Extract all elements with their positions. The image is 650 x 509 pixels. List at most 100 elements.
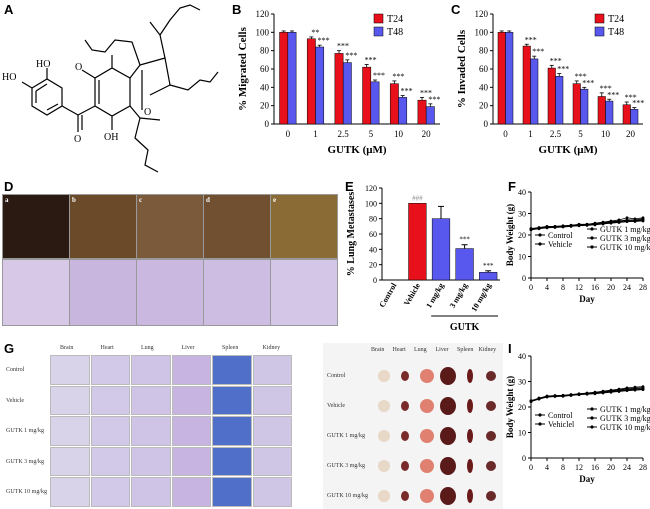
g-histology-cell-4-5 xyxy=(252,477,292,507)
chart-b-bar-t24-2 xyxy=(334,53,344,125)
g-histology-cell-2-5 xyxy=(252,416,292,446)
g-histology-cell-1-1 xyxy=(90,385,130,415)
chart-c-sig-t24-1: *** xyxy=(525,35,537,44)
chart-f-x-tick-label-0: 0 xyxy=(529,283,533,292)
chart-i-y-axis-title: Body Weight (g) xyxy=(505,376,515,438)
chart-b-bar-t48-0 xyxy=(287,32,297,125)
chart-b-bar-t24-5 xyxy=(417,99,427,125)
chart-c-bar-t48-2 xyxy=(555,76,564,125)
g-histology-cell-1-2 xyxy=(131,385,171,415)
lung-gross-e: e xyxy=(270,194,338,259)
chart-b-bar-t48-1 xyxy=(315,46,325,125)
h-organ-0-2 xyxy=(419,369,434,383)
g-column-label-5: Kidney xyxy=(262,345,281,351)
chart-e-sig-4: *** xyxy=(483,262,494,270)
chart-b-y-axis-title: % Migrated Cells xyxy=(237,26,249,110)
g-histology-cell-4-3 xyxy=(171,477,211,507)
chart-f-point-4-2 xyxy=(545,226,549,230)
chart-f-legend-marker-0 xyxy=(538,233,542,237)
chart-i-x-tick-label-0: 0 xyxy=(529,463,533,472)
chart-f-legend-label-2: GUTK 1 mg/kg xyxy=(600,225,650,234)
panel-letter-b: B xyxy=(232,2,242,17)
chart-b-sig-t48-2: *** xyxy=(345,51,357,60)
lung-histology-a xyxy=(2,259,70,326)
chart-i-point-4-6 xyxy=(577,393,581,397)
chart-f-y-tick-label-2: 20 xyxy=(518,231,526,240)
chart-i-x-tick-label-3: 12 xyxy=(575,463,583,472)
chart-f-point-4-6 xyxy=(577,224,581,228)
g-histology-cell-4-4 xyxy=(212,477,252,507)
chart-i-x-tick-label-1: 4 xyxy=(545,463,549,472)
chart-b-bar-t24-3 xyxy=(362,66,372,125)
chart-f-point-4-11 xyxy=(617,221,621,224)
g-histology-cell-1-4 xyxy=(212,385,252,415)
chart-b-sig-t48-4: *** xyxy=(401,87,413,96)
h-column-label-5: Kidney xyxy=(478,347,497,353)
h-organ-3-4 xyxy=(466,459,473,473)
chart-c-x-tick-label-0: 0 xyxy=(503,129,508,139)
chart-b-y-tick-label-2: 40 xyxy=(260,82,270,92)
chart-c-bar-t24-2 xyxy=(547,67,556,125)
chart-f-y-tick-label-4: 40 xyxy=(518,188,526,197)
chart-c-y-tick-label-3: 60 xyxy=(479,64,489,74)
chart-f-x-axis-title: Day xyxy=(579,294,595,304)
chart-b-x-tick-label-1: 1 xyxy=(313,129,318,139)
chart-f-point-4-13 xyxy=(633,220,637,223)
h-organ-4-5 xyxy=(486,491,497,501)
h-organ-3-2 xyxy=(419,459,434,473)
chart-i-legend-marker-1 xyxy=(538,422,542,426)
chart-e-y-tick-label-3: 60 xyxy=(369,230,377,239)
d-sublabel-c: c xyxy=(139,196,143,204)
chart-f-legend-marker-3 xyxy=(590,236,594,240)
chart-i-y-tick-label-2: 20 xyxy=(518,403,526,412)
h-organ-4-3 xyxy=(440,487,457,505)
lung-histology-e xyxy=(270,259,338,326)
chart-b-bar-t48-5 xyxy=(425,106,435,125)
h-organ-3-0 xyxy=(377,460,390,472)
chart-b-sig-t48-1: *** xyxy=(318,36,330,45)
h-organ-0-3 xyxy=(440,367,457,385)
chart-f-legend-marker-4 xyxy=(590,245,594,249)
chart-i-legend-label-2: GUTK 1 mg/kg xyxy=(600,405,650,414)
panel-letter-d: D xyxy=(4,179,14,194)
chart-f-x-tick-label-4: 16 xyxy=(591,283,599,292)
structure-label-oh: OH xyxy=(104,132,118,143)
h-organ-2-1 xyxy=(401,431,410,441)
chart-c-sig-t48-2: *** xyxy=(557,65,569,74)
chart-i-y-tick-label-3: 30 xyxy=(518,378,526,387)
chart-e-x-tick-label-2: 1 mg/kg xyxy=(424,282,445,310)
h-organ-2-2 xyxy=(419,429,434,443)
chart-e-y-tick-label-1: 20 xyxy=(369,261,377,270)
g-histology-cell-3-3 xyxy=(171,446,211,476)
chart-f-x-tick-label-5: 20 xyxy=(607,283,615,292)
chart-b-x-tick-label-2: 2.5 xyxy=(338,129,350,139)
chart-f-point-4-8 xyxy=(593,223,597,227)
h-row-label-1: Vehicle xyxy=(327,403,345,409)
chart-i-point-4-8 xyxy=(593,392,597,396)
h-row-label-3: GUTK 3 mg/kg xyxy=(327,463,365,469)
chart-c-x-tick-label-1: 1 xyxy=(528,129,533,139)
chart-b-sig-t48-3: *** xyxy=(373,71,385,80)
g-histology-cell-3-0 xyxy=(50,446,90,476)
chart-e-y-tick-label-6: 120 xyxy=(365,184,377,193)
structure-label-o-3: O xyxy=(144,107,151,118)
g-histology-cell-4-1 xyxy=(90,477,130,507)
h-organ-1-2 xyxy=(419,399,434,413)
chart-e-sig-3: *** xyxy=(459,236,470,244)
chart-b-legend-swatch-0 xyxy=(373,13,384,24)
chart-c-bar-t24-3 xyxy=(572,83,581,125)
g-histology-cell-2-4 xyxy=(212,416,252,446)
h-organ-2-5 xyxy=(486,431,497,441)
chart-f-x-tick-label-3: 12 xyxy=(575,283,583,292)
chart-c-bar-t48-5 xyxy=(630,109,639,125)
panel-letter-e: E xyxy=(345,179,354,194)
chart-e-y-tick-label-2: 40 xyxy=(369,245,377,254)
chart-f-legend-label-1: Vehicle xyxy=(548,240,572,249)
chart-b-bar-t24-4 xyxy=(389,83,399,125)
chart-b-sig-t48-5: *** xyxy=(428,95,440,104)
chart-c-y-tick-label-4: 80 xyxy=(479,46,489,56)
chart-f-point-4-10 xyxy=(609,221,613,225)
panel-letter-g: G xyxy=(4,341,15,356)
